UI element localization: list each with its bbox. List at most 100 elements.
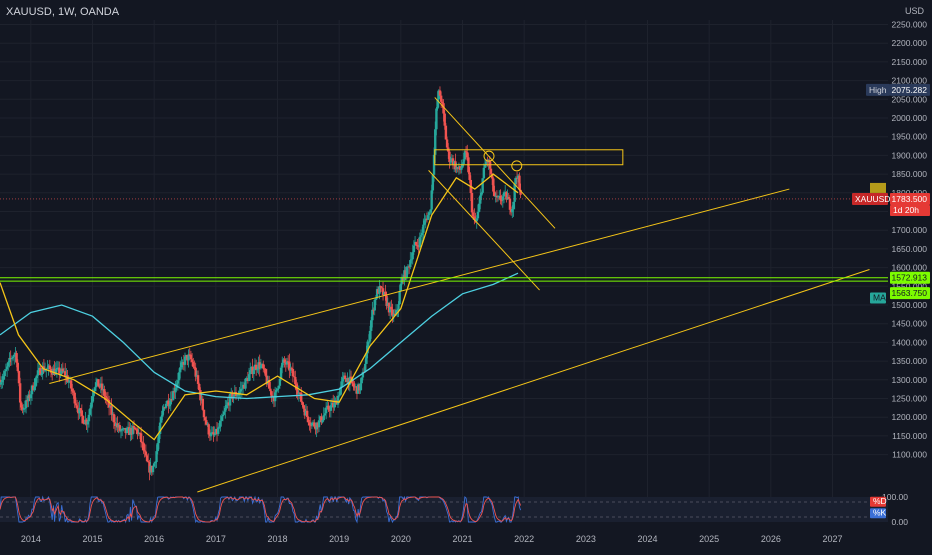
- candle-body: [35, 375, 38, 379]
- candle-body: [352, 383, 355, 387]
- candle-body: [61, 368, 65, 372]
- candle-body: [24, 400, 28, 409]
- y-tick-label: 1650.000: [892, 244, 928, 254]
- candle-body: [466, 152, 469, 158]
- candle-body: [3, 371, 6, 377]
- candle-body: [221, 414, 225, 417]
- candle-body: [449, 161, 452, 163]
- candle-body: [464, 151, 468, 153]
- x-tick-label: 2020: [391, 534, 411, 544]
- candle-body: [33, 386, 36, 390]
- drawings: [0, 97, 888, 493]
- candle-body: [164, 403, 168, 408]
- candle-body: [320, 416, 323, 423]
- candle-body: [292, 376, 296, 378]
- candle-body: [34, 378, 37, 387]
- candle-body: [265, 375, 269, 385]
- candle-body: [231, 392, 234, 399]
- candle-body: [158, 422, 162, 434]
- candle-body: [97, 379, 100, 387]
- support-upper-tag-box: [890, 271, 930, 284]
- candle-body: [69, 380, 73, 389]
- y-tick-label: 1450.000: [892, 319, 928, 329]
- candle-body: [80, 410, 84, 417]
- candle-body: [379, 285, 382, 288]
- candle-body: [0, 382, 3, 385]
- x-tick-label: 2016: [144, 534, 164, 544]
- candle-body: [514, 177, 518, 185]
- marker-circle: [511, 160, 523, 172]
- channel-lower: [197, 268, 870, 493]
- support-lower-tag-box: [890, 287, 930, 300]
- candle-body: [220, 416, 223, 421]
- candle-body: [78, 408, 81, 414]
- candle-body: [196, 375, 200, 384]
- candle-body: [103, 389, 106, 397]
- symbol-title[interactable]: XAUUSD, 1W, OANDA: [6, 6, 120, 18]
- y-tick-label: 1300.000: [892, 375, 928, 385]
- candle-body: [444, 125, 448, 140]
- candle-body: [348, 376, 352, 385]
- stoch-d-tag-text: %K: [873, 507, 887, 517]
- candle-body: [468, 172, 471, 180]
- x-tick-label: 2023: [576, 534, 596, 544]
- candle-body: [209, 432, 213, 437]
- candle-body: [193, 366, 196, 368]
- candle-body: [420, 232, 424, 236]
- candle-body: [305, 410, 309, 417]
- candle-body: [190, 359, 194, 363]
- candle-body: [139, 433, 143, 443]
- y-tick-label: 1250.000: [892, 393, 928, 403]
- candle-body: [224, 408, 227, 412]
- candle-body: [72, 391, 75, 393]
- candle-body: [443, 113, 446, 126]
- candle-body: [222, 411, 226, 415]
- candle-body: [341, 377, 344, 382]
- candle-body: [439, 95, 443, 102]
- ma-tag-text: MA: [873, 293, 886, 303]
- candle-body: [388, 306, 392, 313]
- candle-body: [429, 209, 432, 213]
- candle-body: [2, 376, 5, 380]
- candle-body: [120, 428, 124, 431]
- y-tick-label: 1850.000: [892, 169, 928, 179]
- candle-body: [238, 391, 241, 395]
- candle-body: [88, 408, 92, 415]
- candle-body: [162, 407, 165, 411]
- y-tick-label: 1150.000: [892, 431, 927, 441]
- candle-body: [75, 405, 79, 409]
- candle-body: [177, 372, 181, 381]
- candle-body: [235, 395, 239, 397]
- candle-body: [471, 212, 475, 217]
- candle-body: [483, 164, 487, 168]
- candle-body: [492, 178, 495, 192]
- candle-body: [343, 375, 347, 380]
- candle-body: [205, 420, 208, 425]
- candle-body: [324, 407, 328, 414]
- candle-body: [412, 245, 416, 253]
- candle-body: [217, 427, 220, 434]
- stoch-d-line: [0, 496, 522, 523]
- candle-body: [436, 99, 439, 109]
- candle-body: [300, 392, 303, 402]
- countdown-tag-box: [890, 204, 930, 216]
- stoch-k-tag-box: [870, 496, 886, 507]
- candle-body: [485, 161, 488, 165]
- price-value-tag-text: 1783.500: [892, 194, 928, 204]
- candle-body: [419, 235, 423, 237]
- candle-body: [365, 353, 368, 364]
- candle-body: [283, 359, 286, 363]
- candle-body: [202, 409, 206, 418]
- candle-body: [142, 442, 145, 451]
- x-tick-label: 2027: [822, 534, 842, 544]
- candle-body: [161, 410, 164, 417]
- candle-body: [473, 216, 476, 220]
- candle-body: [13, 354, 16, 357]
- candle-body: [511, 208, 514, 213]
- candle-body: [232, 395, 235, 399]
- candle-body: [0, 379, 2, 385]
- support-upper-tag-text: 1572.913: [892, 273, 928, 283]
- candle-body: [461, 164, 464, 168]
